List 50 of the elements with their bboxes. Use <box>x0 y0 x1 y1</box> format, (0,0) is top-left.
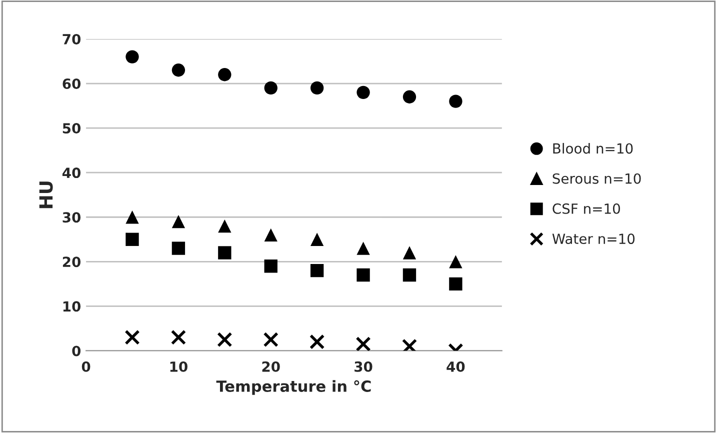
legend-label: Blood n=10 <box>553 142 633 154</box>
point <box>402 338 418 351</box>
y-tick-label: 20 <box>62 256 81 268</box>
point <box>356 336 371 351</box>
point <box>309 334 325 350</box>
point <box>263 332 278 348</box>
point <box>449 94 462 108</box>
y-tick-label: 50 <box>62 123 81 134</box>
point <box>172 214 186 228</box>
point <box>449 277 462 291</box>
point <box>356 268 370 282</box>
point <box>264 228 278 242</box>
point <box>264 81 278 95</box>
point <box>124 330 140 345</box>
y-tick-label: 40 <box>62 168 81 178</box>
y-tick-label: 30 <box>62 212 81 223</box>
point <box>172 64 186 77</box>
legend-label: Serous n=10 <box>552 173 641 184</box>
point <box>449 255 462 268</box>
x-tick-label: 0 <box>82 361 90 372</box>
point <box>126 232 139 246</box>
x-tick-label: 20 <box>262 361 280 372</box>
x-tick-label: 40 <box>446 361 465 372</box>
point <box>310 264 324 278</box>
x-tick-label: 30 <box>354 361 372 372</box>
legend-label: CSF n=10 <box>552 203 620 214</box>
point <box>310 81 324 95</box>
point <box>126 210 139 224</box>
y-axis-title: HU <box>39 182 53 208</box>
point <box>264 260 278 273</box>
point <box>402 246 416 260</box>
y-tick-label: 70 <box>62 34 81 44</box>
point <box>218 68 232 82</box>
y-tick-label: 10 <box>63 301 81 312</box>
point <box>402 90 416 104</box>
point <box>402 268 416 282</box>
point <box>356 86 370 100</box>
y-tick-label: 0 <box>72 346 81 356</box>
point <box>356 242 370 255</box>
point <box>310 232 324 246</box>
legend-label: Water n=10 <box>552 234 635 244</box>
point <box>126 50 139 64</box>
point <box>170 330 186 345</box>
point <box>217 332 232 348</box>
x-axis-title: Temperature in °C <box>216 380 371 395</box>
point <box>218 219 232 233</box>
x-tick-label: 10 <box>170 361 188 372</box>
point <box>172 242 186 255</box>
point <box>218 246 232 260</box>
y-tick-label: 60 <box>62 78 81 89</box>
